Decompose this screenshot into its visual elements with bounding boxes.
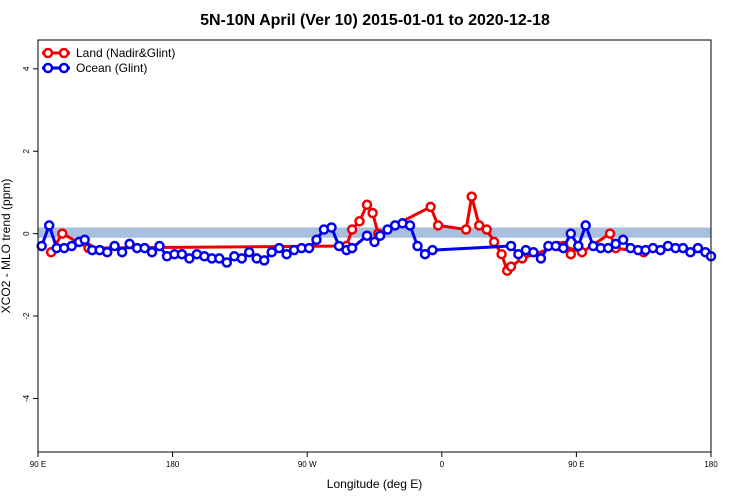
data-point-ocean xyxy=(221,257,233,268)
data-point-ocean xyxy=(311,234,322,246)
data-point-land xyxy=(432,220,444,231)
x-axis: 90 E 180 90 W 0 90 E 180 xyxy=(30,452,718,469)
y-tick-label: -4 xyxy=(22,394,31,402)
data-point-ocean xyxy=(116,246,128,258)
data-point-ocean xyxy=(412,240,423,252)
data-point-land xyxy=(473,220,485,231)
y-tick-label: 4 xyxy=(22,66,31,71)
data-point-ocean xyxy=(404,220,416,231)
data-point-ocean xyxy=(655,244,666,256)
data-point-ocean xyxy=(124,238,135,250)
data-point-ocean xyxy=(677,242,689,254)
data-point-ocean xyxy=(580,220,591,231)
legend-marker-ocean xyxy=(42,62,54,74)
data-point-ocean xyxy=(427,244,438,256)
data-point-land xyxy=(57,228,68,239)
data-point-land xyxy=(496,248,507,260)
legend-label-ocean: Ocean (Glint) xyxy=(76,61,147,75)
data-point-ocean xyxy=(36,240,47,252)
data-point-ocean xyxy=(66,240,77,252)
data-point-land xyxy=(460,224,472,235)
data-point-ocean xyxy=(528,246,539,258)
legend: Land (Nadir&Glint)Ocean (Glint) xyxy=(42,46,175,75)
data-point-ocean xyxy=(346,242,358,254)
data-point-ocean xyxy=(602,242,614,254)
x-tick-label: 180 xyxy=(166,460,180,469)
y-axis-label: XCO2 - MLO trend (ppm) xyxy=(0,179,13,314)
plot-area xyxy=(36,191,717,276)
data-point-ocean xyxy=(565,228,577,239)
data-point-ocean xyxy=(535,253,547,264)
data-point-ocean xyxy=(184,253,195,264)
data-point-ocean xyxy=(266,246,277,258)
data-point-land xyxy=(346,224,358,235)
data-point-ocean xyxy=(617,234,629,246)
data-point-ocean xyxy=(573,240,584,252)
data-point-land xyxy=(604,228,616,239)
data-point-land xyxy=(466,191,477,202)
x-tick-label: 90 E xyxy=(568,460,584,469)
plot-frame xyxy=(37,39,712,453)
data-point-ocean xyxy=(281,248,292,260)
data-point-land xyxy=(488,236,500,248)
data-point-ocean xyxy=(369,236,380,248)
data-point-ocean xyxy=(236,253,248,264)
data-point-ocean xyxy=(505,240,517,252)
data-point-land xyxy=(354,216,365,227)
data-point-ocean xyxy=(610,238,621,250)
data-point-ocean xyxy=(258,255,270,266)
data-point-land xyxy=(505,261,517,272)
data-point-ocean xyxy=(361,230,373,241)
y-axis: -4 -2 0 2 4 xyxy=(22,66,38,402)
data-point-ocean xyxy=(558,242,569,254)
data-point-land xyxy=(425,201,436,213)
data-point-ocean xyxy=(139,242,150,254)
chart-title: 5N-10N April (Ver 10) 2015-01-01 to 2020… xyxy=(200,12,550,29)
data-point-ocean xyxy=(303,242,315,254)
data-point-ocean xyxy=(176,248,188,260)
data-point-ocean xyxy=(243,246,255,258)
x-tick-label: 180 xyxy=(704,460,718,469)
data-point-ocean xyxy=(154,240,165,252)
data-point-ocean xyxy=(43,220,55,231)
x-tick-label: 0 xyxy=(440,460,445,469)
y-tick-label: 2 xyxy=(22,148,31,153)
data-point-land xyxy=(367,207,378,219)
legend-marker-land xyxy=(58,47,70,59)
data-point-ocean xyxy=(326,222,337,233)
data-point-ocean xyxy=(382,224,393,235)
legend-marker-ocean xyxy=(58,62,70,74)
data-point-ocean xyxy=(419,248,431,260)
data-point-ocean xyxy=(273,242,285,254)
data-point-ocean xyxy=(214,253,225,264)
y-tick-label: -2 xyxy=(22,312,31,320)
data-point-ocean xyxy=(513,248,524,260)
legend-label-land: Land (Nadir&Glint) xyxy=(76,46,175,60)
x-tick-label: 90 W xyxy=(298,460,317,469)
data-point-land xyxy=(481,224,492,235)
data-point-ocean xyxy=(692,242,704,254)
data-point-ocean xyxy=(146,246,158,258)
data-point-ocean xyxy=(79,234,90,246)
data-point-ocean xyxy=(101,246,113,258)
legend-marker-land xyxy=(42,47,54,59)
data-point-ocean xyxy=(333,240,345,252)
data-point-ocean xyxy=(685,246,696,258)
data-point-land xyxy=(565,248,577,260)
x-axis-label: Longitude (deg E) xyxy=(327,477,422,491)
data-point-land xyxy=(361,199,373,211)
x-tick-label: 90 E xyxy=(30,460,46,469)
y-tick-label: 0 xyxy=(22,231,31,236)
data-point-ocean xyxy=(109,240,120,252)
data-point-ocean xyxy=(374,230,386,241)
